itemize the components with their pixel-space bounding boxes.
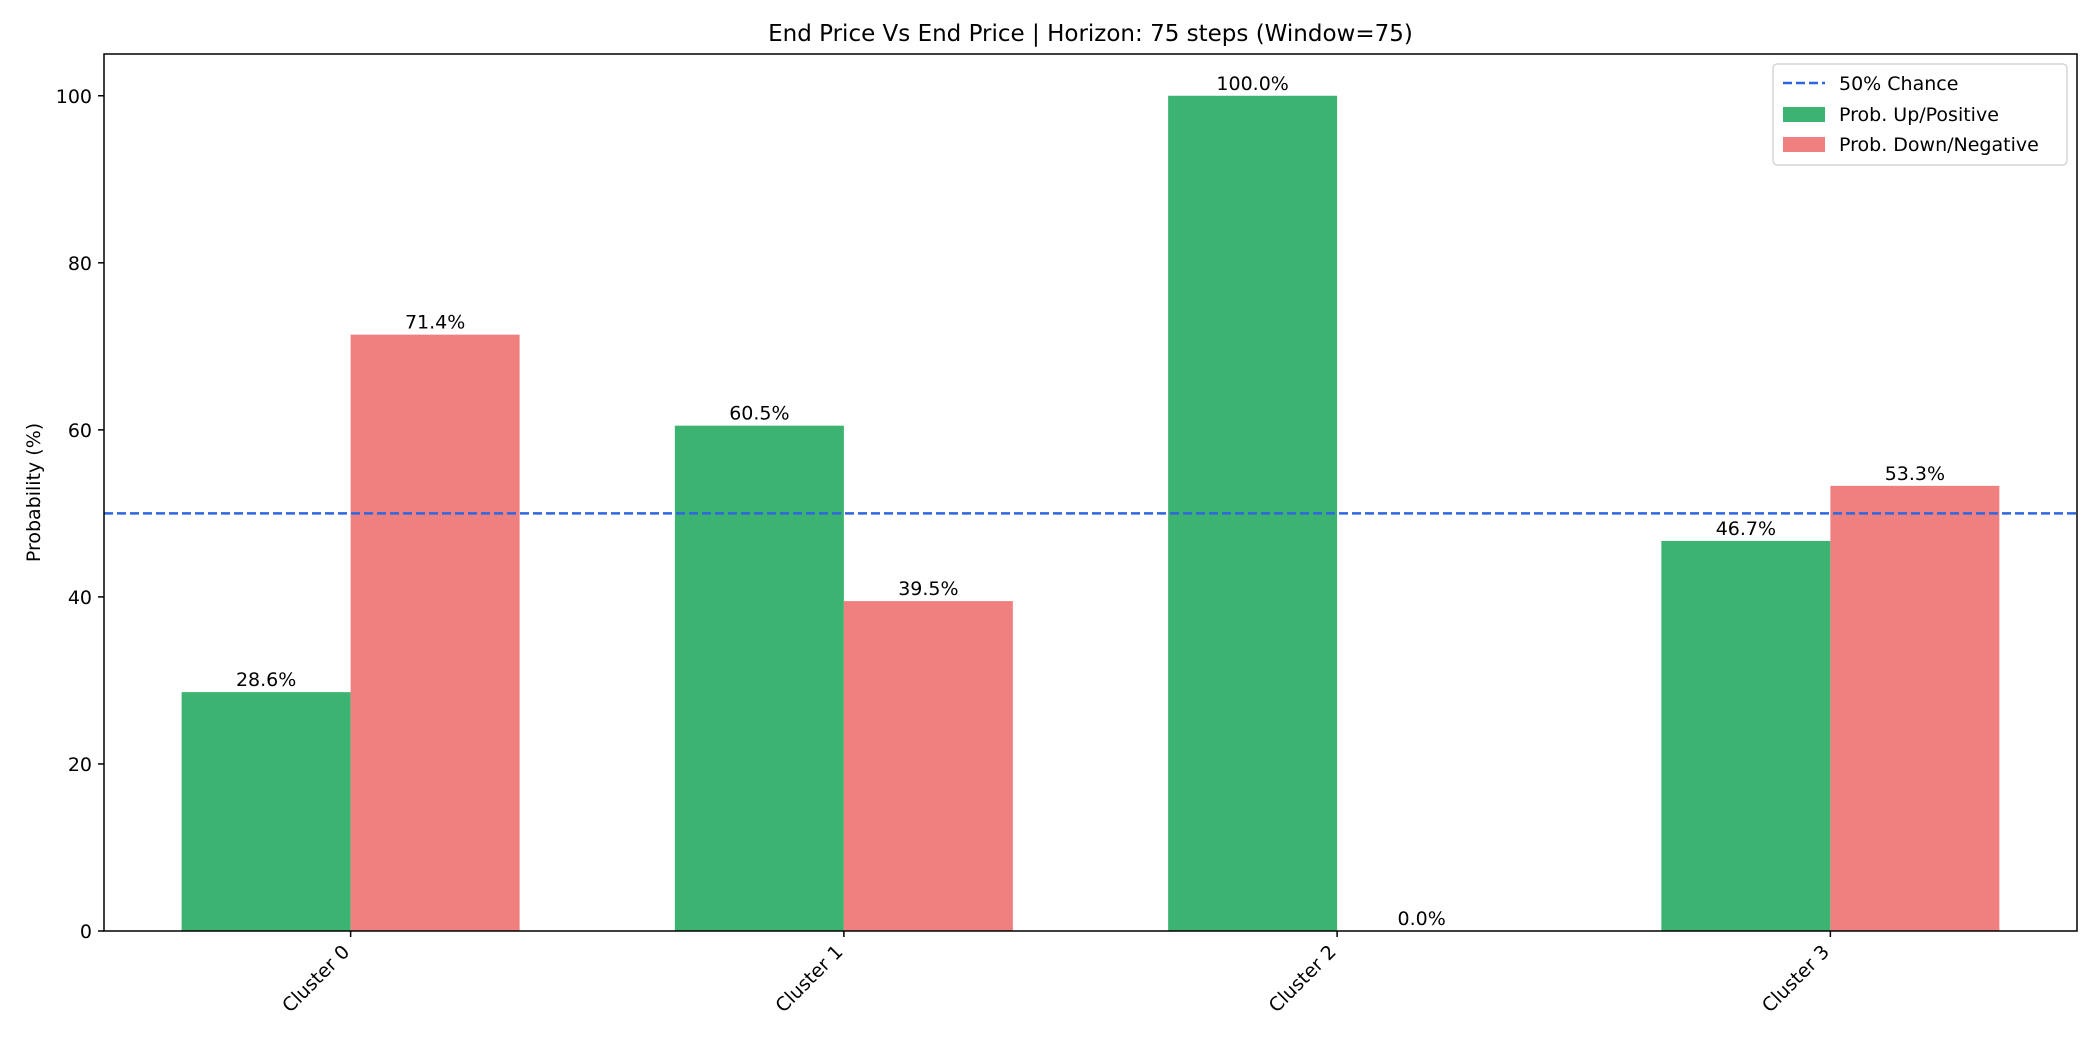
x-tick-label: Cluster 0 [278,941,354,1017]
data-label: 100.0% [1216,73,1288,95]
y-tick-label: 80 [68,253,92,275]
data-label: 71.4% [405,312,465,334]
bar-down-1 [843,601,1013,931]
bars-layer [181,95,2000,931]
x-tick-label: Cluster 2 [1265,941,1341,1017]
y-tick-label: 40 [68,587,92,609]
legend-swatch-down [1783,137,1825,152]
y-tick-label: 0 [80,921,92,943]
legend-label-reference: 50% Chance [1839,73,1958,95]
data-label: 46.7% [1716,518,1776,540]
chart-title: End Price Vs End Price | Horizon: 75 ste… [768,21,1413,47]
x-tick-label: Cluster 1 [771,941,847,1017]
y-tick-label: 100 [56,86,92,108]
x-tick-label: Cluster 3 [1758,941,1834,1017]
y-axis-label: Probability (%) [23,423,45,562]
data-label: 28.6% [236,669,296,691]
legend-swatch-up [1783,107,1825,122]
data-labels-layer: 28.6% 60.5% 100.0% 46.7% 71.4% 39.5% 0.0% 53.3% [236,73,1945,930]
bar-down-0 [350,334,520,931]
data-label: 60.5% [729,403,789,425]
legend-box [1772,63,2068,166]
data-label: 0.0% [1397,908,1445,930]
y-tick-label: 20 [68,754,92,776]
plot-frame [103,53,2078,932]
data-label: 53.3% [1885,463,1945,485]
data-label: 39.5% [898,578,958,600]
legend-label-down: Prob. Down/Negative [1839,134,2039,156]
legend: 50% Chance Prob. Up/Positive Prob. Down/Ne… [1772,63,2068,166]
bar-up-0 [181,692,351,931]
y-tick-label: 60 [68,420,92,442]
bar-up-3 [1661,540,1831,931]
bar-up-1 [674,425,844,931]
legend-label-up: Prob. Up/Positive [1839,104,1999,126]
bar-down-3 [1830,485,2000,931]
